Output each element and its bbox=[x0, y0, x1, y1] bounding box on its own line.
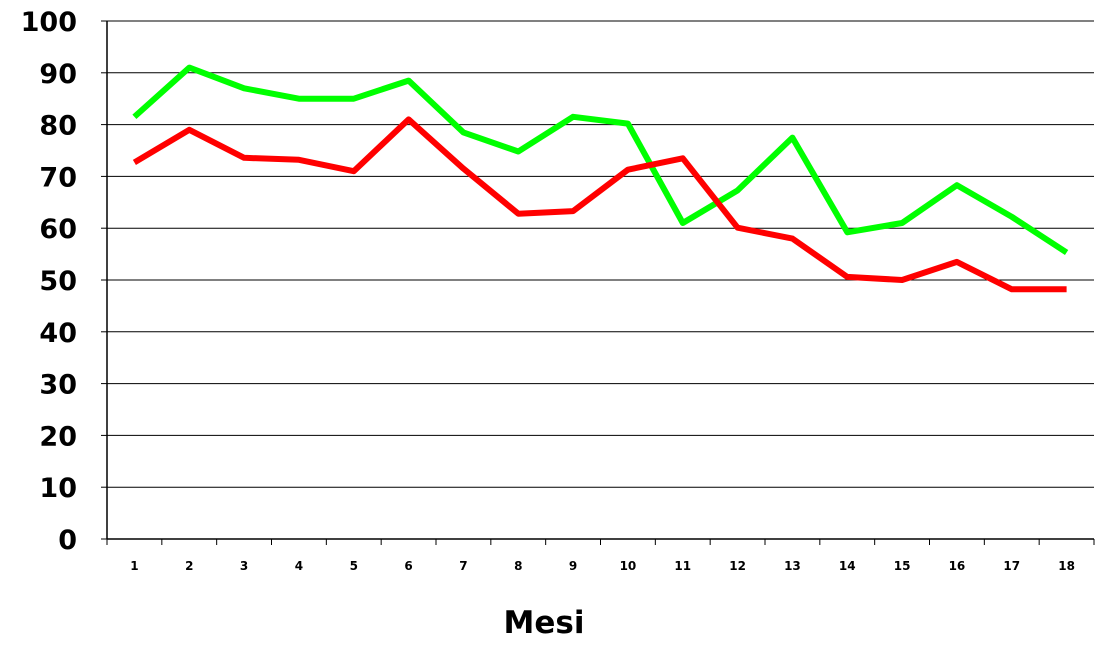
y-tick-label: 40 bbox=[39, 318, 77, 349]
x-axis-ticks: 1 2 3 4 5 6 7 8 9 10 11 12 13 14 15 16 17 18 bbox=[106, 539, 1095, 573]
x-tick-label: 3 bbox=[240, 559, 248, 573]
y-tick-label: 20 bbox=[39, 421, 77, 452]
x-tick-label: 8 bbox=[514, 559, 522, 573]
x-tick-label: 4 bbox=[295, 559, 303, 573]
x-tick-label: 7 bbox=[459, 559, 467, 573]
y-tick-label: 70 bbox=[39, 162, 77, 193]
y-tick-label: 60 bbox=[39, 214, 77, 245]
series-lines bbox=[132, 64, 1069, 293]
x-tick-label: 17 bbox=[1003, 559, 1020, 573]
y-tick-label: 50 bbox=[39, 266, 77, 297]
series-line-1 bbox=[132, 64, 1069, 256]
y-tick-label: 30 bbox=[39, 370, 77, 401]
x-tick-label: 9 bbox=[569, 559, 577, 573]
x-tick-label: 14 bbox=[839, 559, 856, 573]
x-tick-label: 13 bbox=[784, 559, 801, 573]
gridlines bbox=[107, 20, 1094, 488]
x-tick-label: 18 bbox=[1058, 559, 1075, 573]
series-line-2 bbox=[132, 116, 1067, 293]
x-tick-label: 11 bbox=[674, 559, 691, 573]
y-tick-label: 90 bbox=[39, 59, 77, 90]
y-tick-label: 10 bbox=[39, 473, 77, 504]
y-tick-label: 100 bbox=[21, 7, 77, 38]
y-axis-ticks: 0 10 20 30 40 50 60 70 80 90 100 bbox=[21, 7, 107, 556]
axes bbox=[106, 21, 1094, 540]
y-tick-label: 80 bbox=[39, 111, 77, 142]
x-axis-label: Mesi bbox=[504, 605, 585, 641]
x-tick-label: 6 bbox=[404, 559, 412, 573]
x-tick-label: 1 bbox=[130, 559, 138, 573]
x-tick-label: 2 bbox=[185, 559, 193, 573]
x-tick-label: 16 bbox=[949, 559, 966, 573]
x-tick-label: 5 bbox=[350, 559, 358, 573]
y-tick-label: 0 bbox=[58, 525, 77, 556]
x-tick-label: 12 bbox=[729, 559, 746, 573]
x-tick-label: 10 bbox=[620, 559, 637, 573]
x-tick-label: 15 bbox=[894, 559, 911, 573]
